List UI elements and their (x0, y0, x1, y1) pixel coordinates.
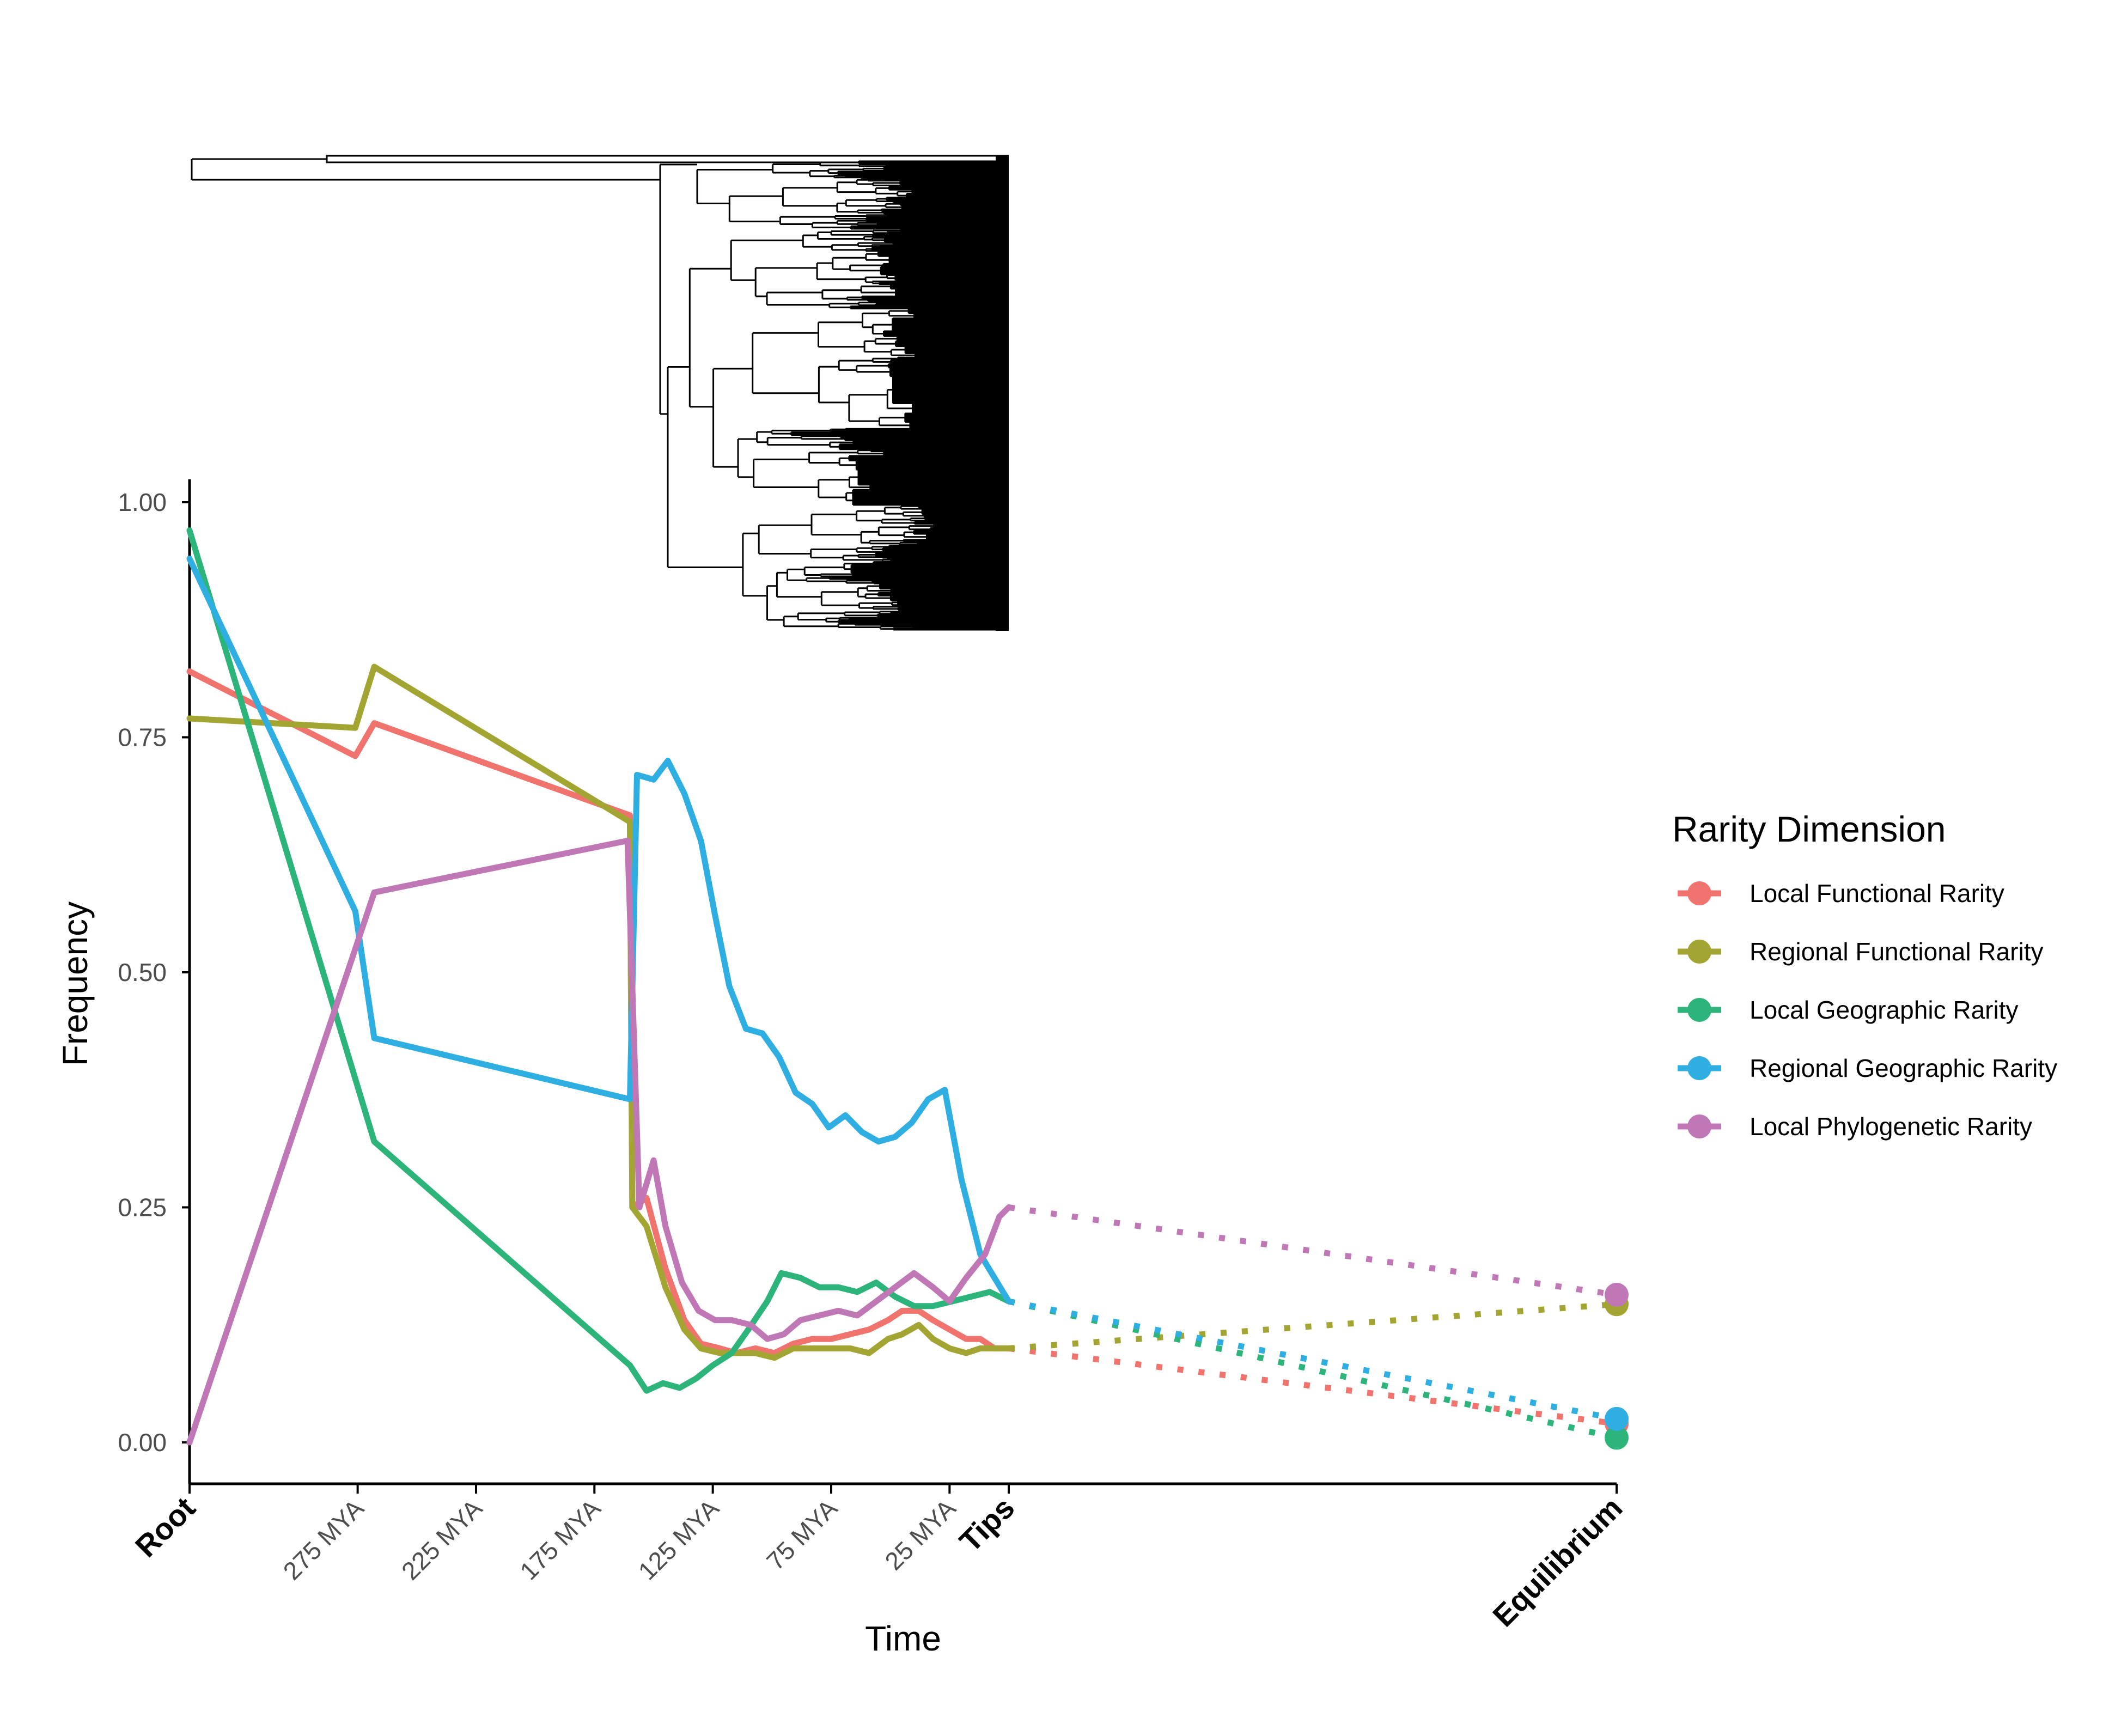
local-phylogenetic-rarity-projection-line (1008, 1204, 1617, 1298)
legend-key-point (1687, 998, 1711, 1022)
y-tick-label: 0.75 (118, 723, 167, 752)
phylogenetic-tree-branches (191, 155, 1009, 631)
x-axis-title: Time (865, 1619, 941, 1658)
y-tick-label: 1.00 (118, 488, 167, 516)
legend-label: Local Phylogenetic Rarity (1750, 1112, 2032, 1141)
legend-item-local-functional-rarity: Local Functional Rarity (1678, 879, 2004, 907)
legend-label: Regional Geographic Rarity (1750, 1054, 2057, 1082)
phylogenetic-tree (191, 155, 1009, 631)
local-geographic-rarity-equilibrium-point (1605, 1426, 1629, 1450)
y-tick-label: 0.50 (118, 958, 167, 986)
phylogenetic-tree-tips (996, 156, 1009, 631)
legend-label: Regional Functional Rarity (1750, 937, 2044, 966)
legend: Rarity Dimension Local Functional Rarity… (1672, 809, 2057, 1141)
legend-item-local-geographic-rarity: Local Geographic Rarity (1678, 996, 2018, 1024)
legend-title: Rarity Dimension (1672, 809, 1946, 849)
y-tick-label: 0.25 (118, 1193, 167, 1222)
local-functional-rarity-projection-line (1008, 1345, 1617, 1427)
legend-key-point (1687, 1056, 1711, 1080)
regional-geographic-rarity-equilibrium-point (1605, 1406, 1629, 1431)
legend-label: Local Functional Rarity (1750, 879, 2004, 907)
local-phylogenetic-rarity-line (186, 837, 1012, 1446)
legend-key-point (1687, 881, 1711, 905)
regional-geographic-rarity-line (186, 556, 1012, 1305)
legend-label: Local Geographic Rarity (1750, 996, 2018, 1024)
legend-item-local-phylogenetic-rarity: Local Phylogenetic Rarity (1678, 1112, 2032, 1141)
regional-functional-rarity-line (186, 663, 1012, 1361)
legend-item-regional-functional-rarity: Regional Functional Rarity (1678, 937, 2044, 966)
local-phylogenetic-rarity-equilibrium-point (1605, 1283, 1629, 1307)
legend-key-point (1687, 1114, 1711, 1138)
local-geographic-rarity-line (186, 527, 1012, 1394)
legend-item-regional-geographic-rarity: Regional Geographic Rarity (1678, 1054, 2057, 1082)
y-tick-label: 0.00 (118, 1428, 167, 1457)
y-axis-title: Frequency (56, 901, 95, 1066)
legend-key-point (1687, 940, 1711, 964)
